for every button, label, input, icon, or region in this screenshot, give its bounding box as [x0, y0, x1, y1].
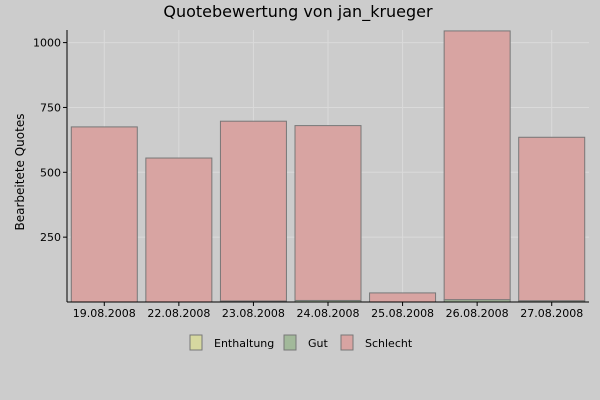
x-tick-label: 22.08.2008 [147, 307, 210, 320]
x-ticks: 19.08.2008 22.08.2008 23.08.2008 24.08.2008… [73, 302, 583, 320]
legend-item-schlecht: Schlecht [340, 334, 413, 351]
legend-label: Schlecht [365, 337, 413, 350]
bar-schlecht [369, 292, 437, 303]
y-tick-label: 750 [40, 101, 61, 114]
bar-schlecht [518, 136, 586, 302]
chart-title: Quotebewertung von jan_krueger [163, 2, 433, 22]
legend-swatch [189, 334, 203, 351]
legend-label: Enthaltung [214, 337, 274, 350]
y-ticks: 250 500 750 1000 [33, 37, 67, 244]
x-tick-label: 25.08.2008 [371, 307, 434, 320]
x-tick-label: 24.08.2008 [297, 307, 360, 320]
y-tick-label: 1000 [33, 37, 61, 50]
x-tick-label: 19.08.2008 [73, 307, 136, 320]
legend: Enthaltung Gut Schlecht [189, 334, 413, 351]
legend-label: Gut [308, 337, 328, 350]
bar-schlecht [443, 30, 511, 301]
x-tick-label: 27.08.2008 [520, 307, 583, 320]
y-axis-title: Bearbeitete Quotes [13, 114, 27, 231]
legend-swatch [340, 334, 354, 351]
bar-schlecht [219, 120, 287, 302]
bar-schlecht [145, 157, 213, 303]
x-tick-label: 26.08.2008 [446, 307, 509, 320]
bars [70, 30, 586, 303]
y-tick-label: 500 [40, 166, 61, 179]
legend-swatch [283, 334, 297, 351]
y-tick-label: 250 [40, 231, 61, 244]
bar-schlecht [70, 126, 138, 303]
x-tick-label: 23.08.2008 [222, 307, 285, 320]
bar-schlecht [294, 125, 362, 301]
legend-item-gut: Gut [283, 334, 328, 351]
legend-item-enthaltung: Enthaltung [189, 334, 274, 351]
